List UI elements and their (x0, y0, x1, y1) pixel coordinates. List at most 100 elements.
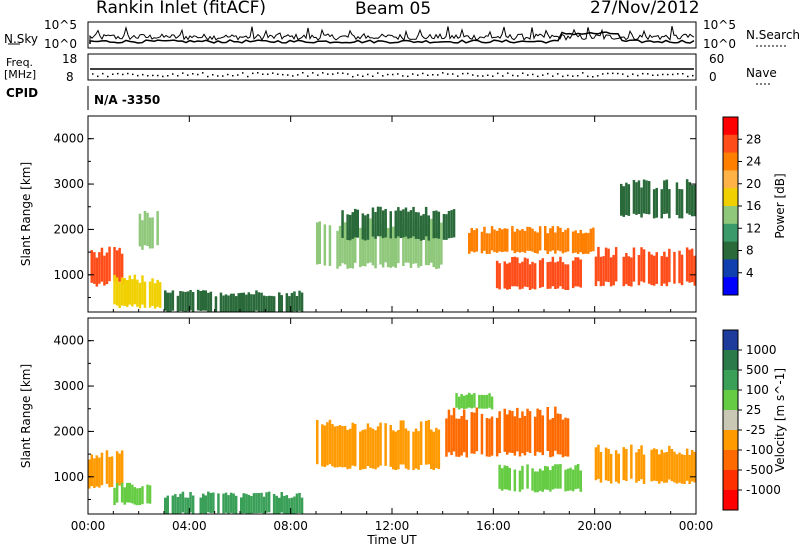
data-cell (300, 497, 304, 514)
data-cell (564, 417, 567, 457)
data-cell (445, 214, 448, 240)
data-cell (485, 394, 489, 409)
nave-dot (407, 75, 409, 78)
data-cell (490, 396, 494, 410)
nave-dot (372, 75, 374, 77)
colorbar-swatch (723, 330, 738, 351)
nave-dot (432, 74, 434, 76)
data-cell (566, 468, 570, 491)
data-cell (498, 228, 501, 252)
data-cell (468, 232, 471, 254)
data-cell (604, 247, 608, 282)
data-cell (407, 211, 410, 239)
data-cell (597, 444, 600, 479)
data-cell (554, 262, 557, 289)
data-cell (554, 232, 557, 254)
colorbar-swatch (723, 188, 738, 207)
nave-dot (467, 72, 469, 75)
x-tick-label: 20:00 (577, 519, 612, 533)
data-cell (115, 451, 119, 485)
data-cell (100, 452, 104, 486)
data-cell (338, 425, 342, 467)
data-cell (432, 227, 435, 268)
data-cell (488, 393, 491, 408)
nave-dot (397, 73, 399, 75)
data-cell (437, 429, 441, 469)
data-cell (632, 180, 636, 214)
freq-unit-label: [MHz] (4, 68, 37, 81)
data-cell (475, 407, 479, 452)
data-cell (640, 187, 643, 218)
nave-dot (182, 72, 184, 74)
data-cell (632, 247, 636, 282)
data-cell (576, 464, 580, 489)
data-cell (346, 429, 349, 470)
data-cell (374, 430, 377, 470)
noise-panel-frame (87, 21, 697, 49)
data-cell (554, 406, 557, 451)
data-cell (366, 423, 370, 466)
data-cell (158, 282, 162, 308)
data-cell (551, 256, 555, 287)
data-cell (538, 226, 542, 251)
data-cell (495, 260, 499, 289)
nave-dot (167, 75, 169, 77)
data-cell (627, 184, 631, 216)
data-cell (513, 256, 517, 287)
data-cell (120, 482, 124, 503)
data-cell (105, 252, 109, 285)
data-cell (143, 281, 147, 308)
data-cell (559, 414, 562, 455)
data-cell (652, 255, 656, 286)
nave-dot (477, 75, 479, 77)
nave-dot (207, 75, 209, 78)
data-cell (609, 453, 613, 484)
data-cell (576, 257, 580, 287)
data-cell (680, 254, 684, 286)
data-cell (354, 208, 357, 238)
data-cell (457, 418, 461, 457)
nave-dot (582, 72, 584, 74)
data-cell (351, 212, 354, 239)
data-cell (526, 408, 529, 452)
data-cell (409, 229, 413, 268)
data-cell (549, 261, 552, 289)
data-cell (336, 426, 339, 468)
data-cell (470, 412, 473, 454)
nave-dot (472, 74, 474, 76)
data-cell (120, 277, 124, 306)
data-cell (171, 290, 175, 311)
nave-dot (677, 73, 679, 75)
nave-dot (312, 72, 314, 74)
data-cell (399, 420, 403, 465)
nave-dot (507, 72, 509, 74)
data-cell (622, 186, 625, 217)
data-cell (508, 467, 511, 491)
data-cell (546, 407, 549, 451)
data-cell (184, 291, 187, 312)
data-cell (371, 207, 375, 237)
data-cell (179, 291, 182, 311)
nave-dot (172, 73, 174, 75)
nave-dot (667, 73, 669, 76)
data-cell (354, 423, 357, 467)
nave-dot (627, 75, 629, 78)
data-cell (531, 468, 534, 491)
data-cell (262, 496, 266, 514)
colorbar-label: Power [dB] (773, 173, 787, 238)
data-cell (571, 260, 575, 289)
data-cell (513, 231, 517, 254)
data-cell (234, 296, 238, 312)
data-cell (465, 419, 468, 458)
nave-dot (162, 75, 164, 78)
data-cell (609, 257, 613, 287)
data-cell (164, 290, 167, 311)
data-cell (131, 484, 134, 504)
data-cell (272, 494, 276, 514)
data-cell (592, 227, 595, 252)
data-cell (673, 251, 676, 284)
x-tick-label: 00:00 (679, 519, 714, 533)
data-cell (414, 212, 418, 239)
data-cell (690, 248, 694, 283)
